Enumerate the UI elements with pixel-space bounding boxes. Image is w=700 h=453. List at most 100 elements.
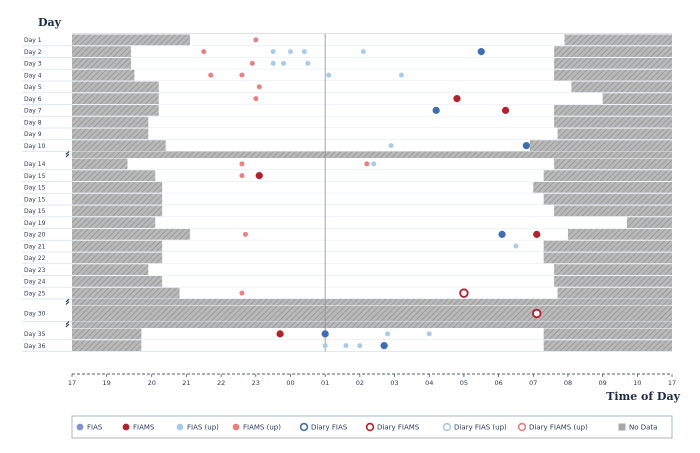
legend-label: FIAS (up)	[187, 424, 219, 432]
no-data-segment	[72, 116, 149, 128]
row-background	[72, 339, 672, 352]
row-background	[72, 181, 672, 194]
row-label: Day 20	[24, 232, 46, 239]
data-point-diary-fiams	[532, 308, 542, 319]
data-point-fias-up	[281, 60, 287, 66]
row-label: Day 6	[24, 96, 42, 103]
no-data-segment	[554, 276, 672, 287]
no-data-segment	[72, 34, 190, 46]
legend-label: FIAMS	[133, 424, 155, 432]
legend-item-fiams-up: FIAMS (up)	[232, 424, 281, 432]
row-background	[72, 240, 672, 252]
data-point-fias	[522, 142, 530, 150]
day-row: Day 5	[22, 81, 672, 94]
legend-label: FIAMS (up)	[243, 424, 281, 432]
day-row: Day 2	[22, 45, 672, 58]
row-background	[72, 128, 672, 140]
data-point-fiams-up	[239, 290, 245, 296]
data-point-fias-up	[360, 49, 366, 55]
data-point-fias-up	[270, 49, 276, 55]
row-label: Day 7	[24, 108, 42, 115]
data-point-fiams-up	[256, 84, 262, 90]
no-data-segment	[72, 306, 672, 321]
no-data-segment	[554, 46, 672, 57]
data-point-fias-up	[326, 72, 332, 78]
legend-symbol	[365, 422, 375, 432]
day-row: Day 10	[22, 139, 672, 152]
no-data-segment	[554, 264, 672, 275]
axis-break-row	[65, 321, 672, 328]
no-data-segment	[554, 205, 672, 217]
row-label: Day 15	[24, 185, 46, 192]
row-label: Day 15	[24, 208, 46, 215]
break-band	[72, 321, 672, 328]
day-row: Day 15	[22, 205, 672, 218]
x-tick-label: 17	[68, 379, 76, 387]
break-band	[72, 151, 672, 158]
row-background	[72, 34, 672, 46]
break-band	[72, 299, 672, 306]
no-data-segment	[72, 158, 128, 170]
legend-label: Diary FIAMS (up)	[529, 424, 588, 432]
x-tick-label: 22	[217, 379, 225, 387]
no-data-segment	[543, 340, 672, 351]
x-tick-label: 19	[103, 379, 111, 387]
day-row: Day 6	[22, 92, 672, 105]
row-label: Day 3	[24, 61, 42, 68]
no-data-segment	[72, 205, 163, 217]
data-point-fiams-up	[201, 49, 207, 55]
data-point-fiams	[501, 106, 510, 114]
x-tick-label: 10	[633, 379, 641, 387]
no-data-segment	[72, 170, 156, 181]
row-label: Day 21	[24, 243, 46, 250]
row-background	[72, 81, 672, 93]
row-background	[72, 57, 672, 70]
no-data-segment	[557, 287, 672, 299]
x-tick-label: 21	[182, 379, 190, 387]
legend-symbol	[618, 423, 626, 431]
no-data-segment	[554, 116, 672, 128]
row-background	[72, 216, 672, 229]
x-tick-label: 01	[321, 379, 329, 387]
no-data-segment	[72, 58, 131, 69]
no-data-segment	[602, 93, 672, 104]
data-point-fias-up	[398, 72, 404, 78]
data-point-fias-up	[322, 343, 328, 349]
no-data-segment	[554, 105, 672, 116]
no-data-segment	[72, 217, 156, 228]
no-data-segment	[554, 158, 672, 170]
no-data-segment	[72, 69, 135, 81]
no-data-segment	[72, 128, 149, 140]
row-label: Day 19	[24, 220, 46, 227]
no-data-segment	[564, 34, 672, 46]
data-point-fiams-up	[208, 72, 214, 78]
row-label: Day 30	[24, 311, 46, 318]
data-point-fias	[432, 106, 440, 114]
legend-symbol	[442, 422, 452, 432]
x-tick-label: 09	[598, 379, 606, 387]
row-label: Day 36	[24, 343, 46, 350]
legend: FIAS FIAMS FIAS (up) FIAMS (up) Diary FIAS Di…	[71, 415, 673, 439]
day-row: Day 35	[22, 328, 672, 341]
row-label: Day 23	[24, 267, 46, 274]
data-point-fiams	[276, 330, 284, 338]
no-data-segment	[543, 328, 672, 340]
legend-label: Diary FIAMS	[377, 424, 420, 432]
data-point-fiams-up	[253, 96, 259, 102]
legend-symbol	[122, 423, 130, 431]
x-tick-label: 23	[252, 379, 260, 387]
legend-item-diary-fiams-up: Diary FIAMS (up)	[517, 422, 588, 432]
data-point-fias-up	[426, 331, 432, 337]
legend-item-fias: FIAS	[76, 424, 103, 432]
rows-layer: Day 1 Day 2 Day 3 Day 4 Day 5 Day 6 Day 7 Day 8…	[22, 33, 672, 352]
no-data-segment	[554, 58, 672, 69]
day-row: Day 3	[22, 57, 672, 70]
row-background	[72, 116, 672, 128]
legend-label: No Data	[629, 424, 657, 432]
data-point-fias	[477, 48, 485, 56]
no-data-segment	[543, 193, 672, 205]
row-label: Day 2	[24, 49, 42, 56]
data-point-fiams	[255, 172, 263, 180]
row-label: Day 8	[24, 119, 42, 126]
